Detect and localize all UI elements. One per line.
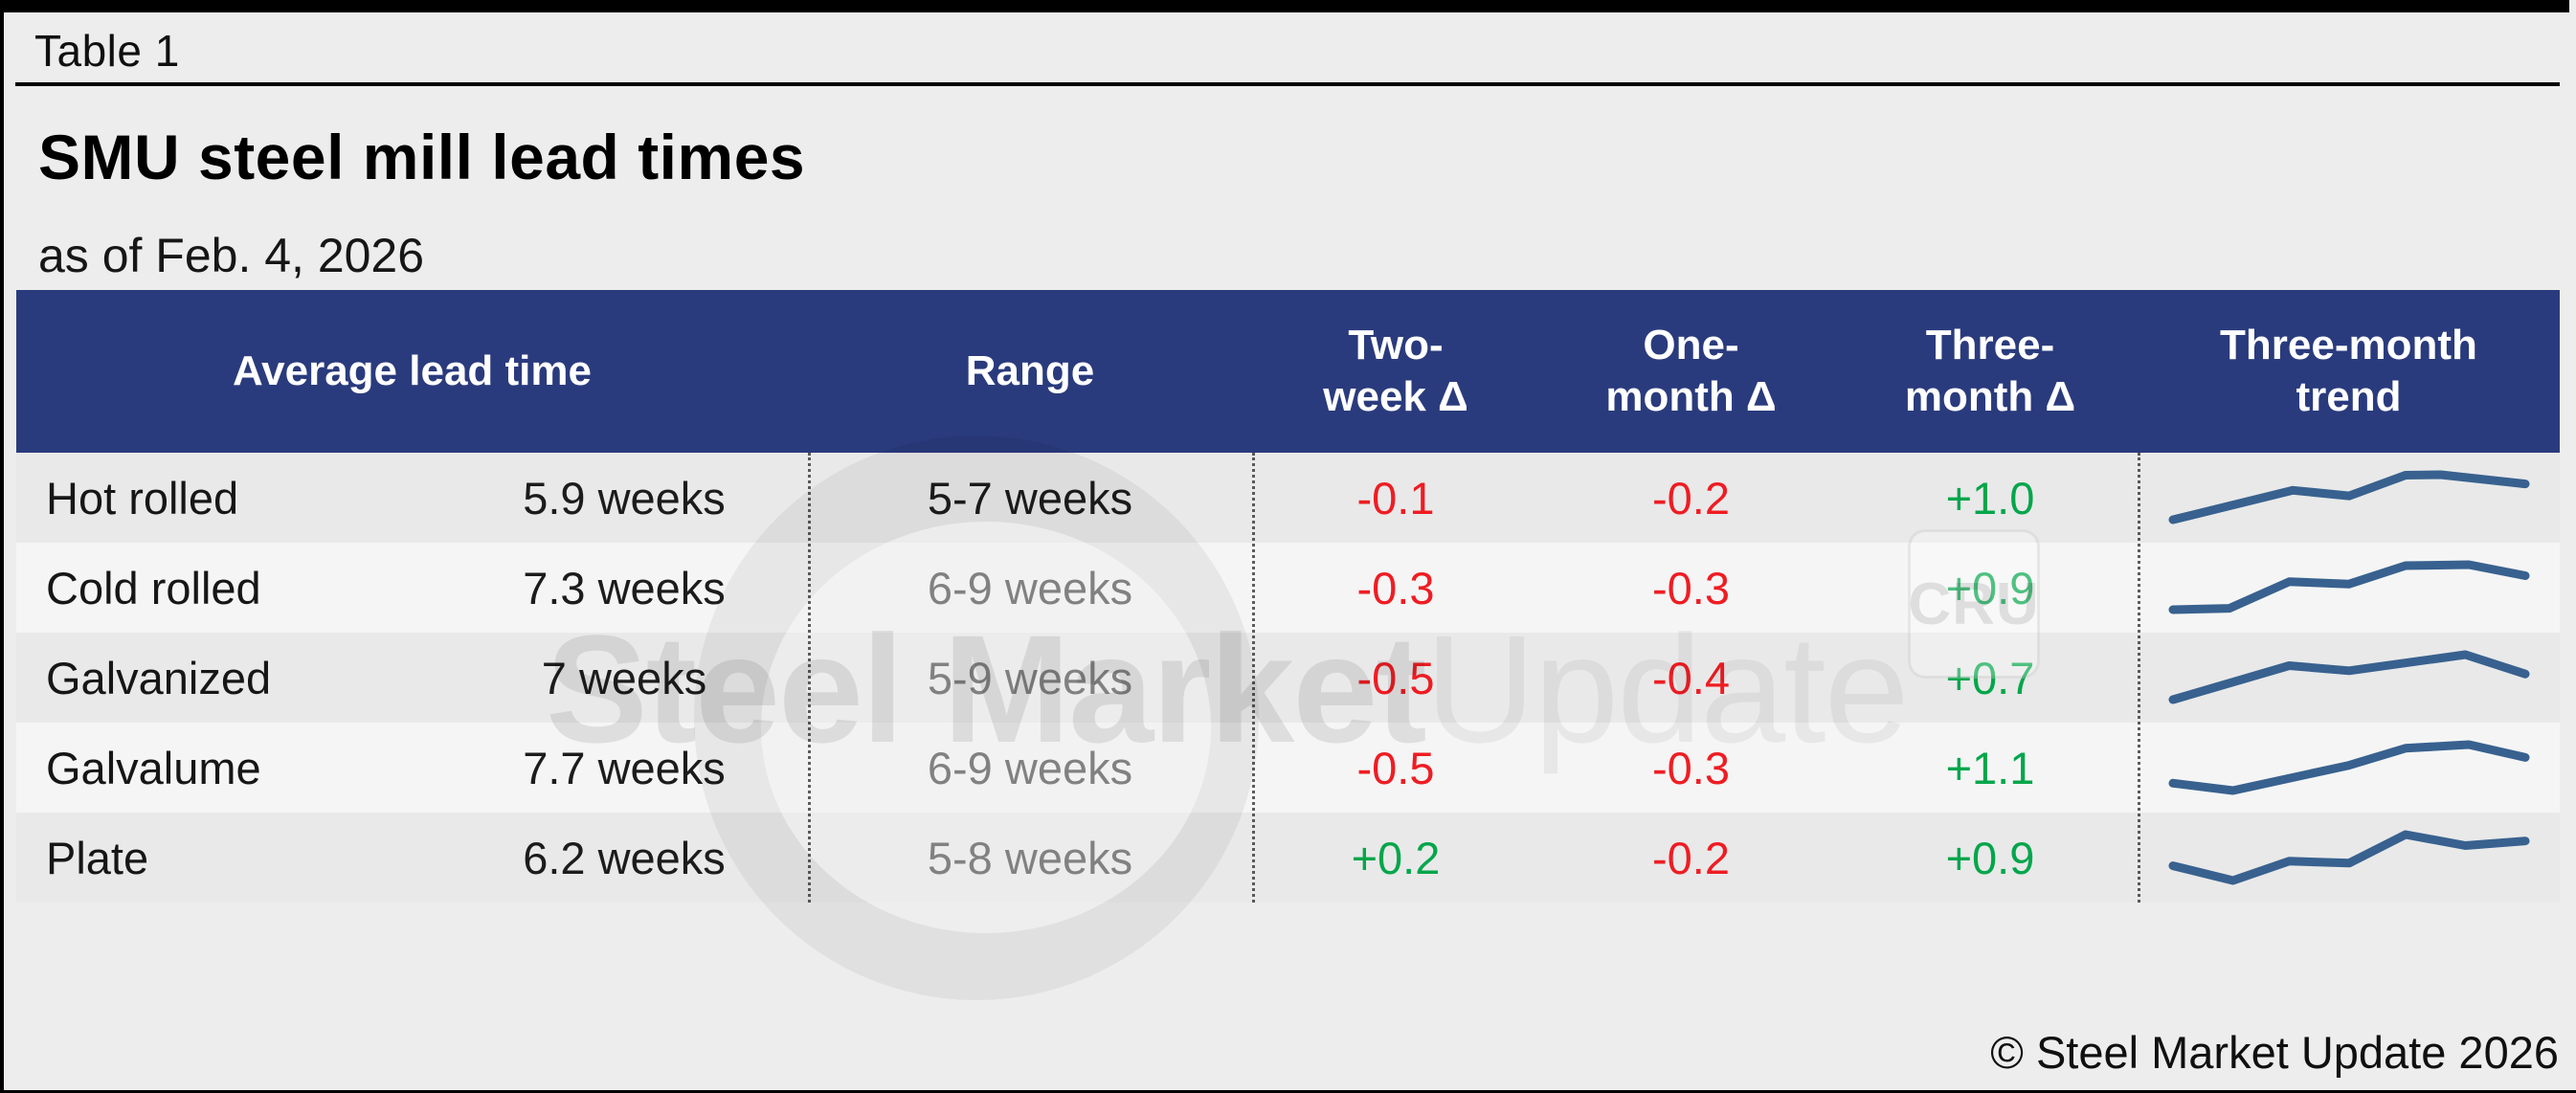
lead-times-table: Average lead time Range Two-week Δ One-m…	[16, 290, 2560, 903]
table-row: Galvanized 7 weeks 5-9 weeks -0.5 -0.4 +…	[16, 633, 2560, 723]
two-week-delta-cell: -0.5	[1356, 652, 1435, 703]
dotted-separator-range-deltas	[1252, 453, 1255, 903]
three-month-delta-cell: +0.9	[1945, 562, 2035, 613]
three-month-delta-cell: +0.7	[1945, 652, 2035, 703]
table-row: Hot rolled 5.9 weeks 5-7 weeks -0.1 -0.2…	[16, 453, 2560, 543]
average-lead-time-cell: 6.2 weeks	[523, 832, 726, 883]
trend-sparkline	[2168, 470, 2529, 524]
average-lead-time-cell: 5.9 weeks	[523, 472, 726, 524]
table-row: Plate 6.2 weeks 5-8 weeks +0.2 -0.2 +0.9	[16, 813, 2560, 903]
frame-left-bar	[0, 0, 4, 1093]
dotted-separator-avg-range	[808, 453, 811, 903]
table-header-row: Average lead time Range Two-week Δ One-m…	[16, 290, 2560, 453]
three-month-delta-cell: +1.0	[1945, 472, 2035, 524]
product-name-cell: Plate	[46, 832, 149, 883]
product-name-cell: Galvalume	[46, 742, 261, 793]
two-week-delta-cell: -0.3	[1356, 562, 1435, 613]
dotted-separator-deltas-trend	[2138, 453, 2140, 903]
two-week-delta-cell: -0.5	[1356, 742, 1435, 793]
as-of-date: as of Feb. 4, 2026	[38, 229, 425, 282]
column-header-average-lead-time: Average lead time	[233, 347, 592, 394]
one-month-delta-cell: -0.3	[1652, 742, 1730, 793]
three-month-delta-cell: +1.1	[1945, 742, 2035, 793]
range-cell: 6-9 weeks	[927, 742, 1133, 793]
trend-sparkline	[2168, 830, 2529, 885]
frame-top-bar	[0, 0, 2569, 12]
product-name-cell: Hot rolled	[46, 472, 239, 524]
column-header-two-week-delta: Two-week Δ	[1323, 322, 1468, 420]
product-name-cell: Cold rolled	[46, 562, 261, 613]
trend-sparkline-cell	[2138, 648, 2560, 707]
title-divider-rule	[15, 82, 2560, 86]
product-name-cell: Galvanized	[46, 652, 272, 703]
range-cell: 5-7 weeks	[927, 472, 1133, 524]
range-cell: 6-9 weeks	[927, 562, 1133, 613]
one-month-delta-cell: -0.3	[1652, 562, 1730, 613]
trend-sparkline-cell	[2138, 468, 2560, 527]
one-month-delta-cell: -0.4	[1652, 652, 1730, 703]
range-cell: 5-9 weeks	[927, 652, 1133, 703]
one-month-delta-cell: -0.2	[1652, 832, 1730, 883]
trend-sparkline-cell	[2138, 558, 2560, 617]
one-month-delta-cell: -0.2	[1652, 472, 1730, 524]
average-lead-time-cell: 7 weeks	[541, 652, 707, 703]
column-header-three-month-trend: Three-month trend	[2220, 322, 2477, 420]
frame-bottom-bar	[0, 1090, 2576, 1093]
range-cell: 5-8 weeks	[927, 832, 1133, 883]
column-header-one-month-delta: One-month Δ	[1605, 322, 1777, 420]
average-lead-time-cell: 7.3 weeks	[523, 562, 726, 613]
average-lead-time-cell: 7.7 weeks	[523, 742, 726, 793]
trend-sparkline	[2168, 740, 2529, 795]
two-week-delta-cell: -0.1	[1356, 472, 1435, 524]
three-month-delta-cell: +0.9	[1945, 832, 2035, 883]
two-week-delta-cell: +0.2	[1351, 832, 1441, 883]
page-title: SMU steel mill lead times	[38, 122, 806, 192]
trend-sparkline-cell	[2138, 738, 2560, 797]
column-header-three-month-delta: Three-month Δ	[1904, 322, 2076, 420]
trend-sparkline	[2168, 560, 2529, 614]
table-row: Cold rolled 7.3 weeks 6-9 weeks -0.3 -0.…	[16, 543, 2560, 633]
copyright-notice: © Steel Market Update 2026	[1990, 1027, 2559, 1078]
table-body: Hot rolled 5.9 weeks 5-7 weeks -0.1 -0.2…	[16, 453, 2560, 903]
table-row: Galvalume 7.7 weeks 6-9 weeks -0.5 -0.3 …	[16, 723, 2560, 813]
table-number-label: Table 1	[34, 26, 180, 76]
trend-sparkline-cell	[2138, 828, 2560, 887]
trend-sparkline	[2168, 650, 2529, 704]
column-header-range: Range	[965, 347, 1095, 394]
